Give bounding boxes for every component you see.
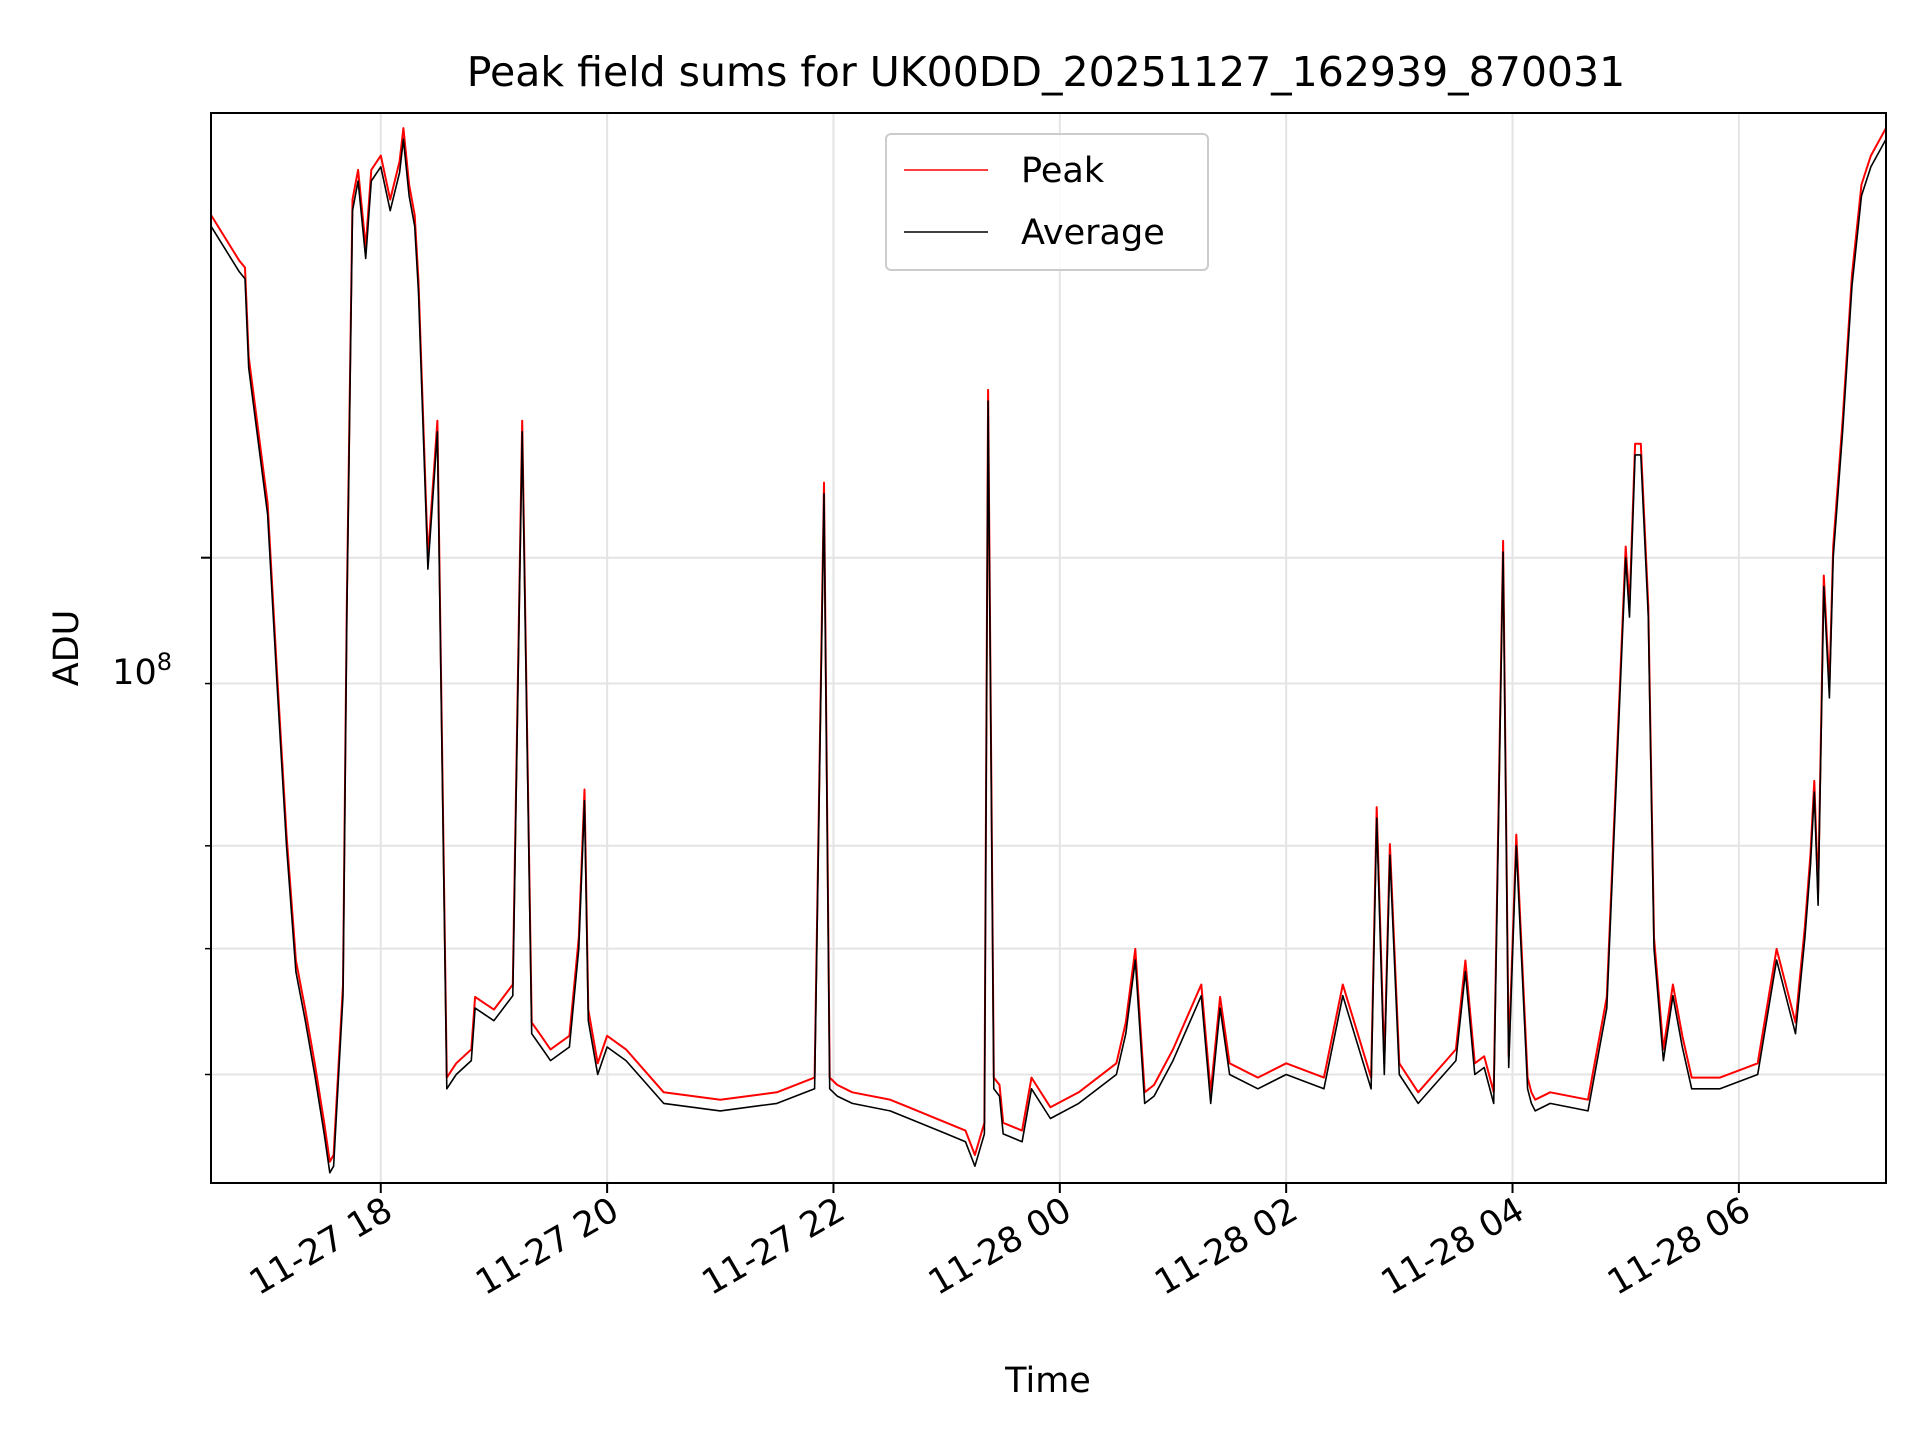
grid (211, 113, 1886, 1183)
y-axis-label: ADU (47, 610, 87, 687)
legend: Peak Average (885, 133, 1209, 271)
chart-title: Peak field sums for UK00DD_20251127_1629… (467, 48, 1625, 96)
legend-average-label: Average (1021, 213, 1165, 253)
average-series-line (211, 138, 1886, 1174)
plot-frame (210, 112, 1887, 1184)
x-axis-label: Time (1004, 1361, 1091, 1401)
y-tick-exponent: 8 (157, 648, 172, 676)
series-group (211, 127, 1886, 1174)
legend-box (885, 133, 1209, 271)
y-tick-label: 108 (112, 648, 172, 693)
y-tick-base: 10 (112, 653, 157, 693)
legend-peak-label: Peak (1021, 151, 1105, 191)
y-axis: 108 (112, 556, 211, 1076)
